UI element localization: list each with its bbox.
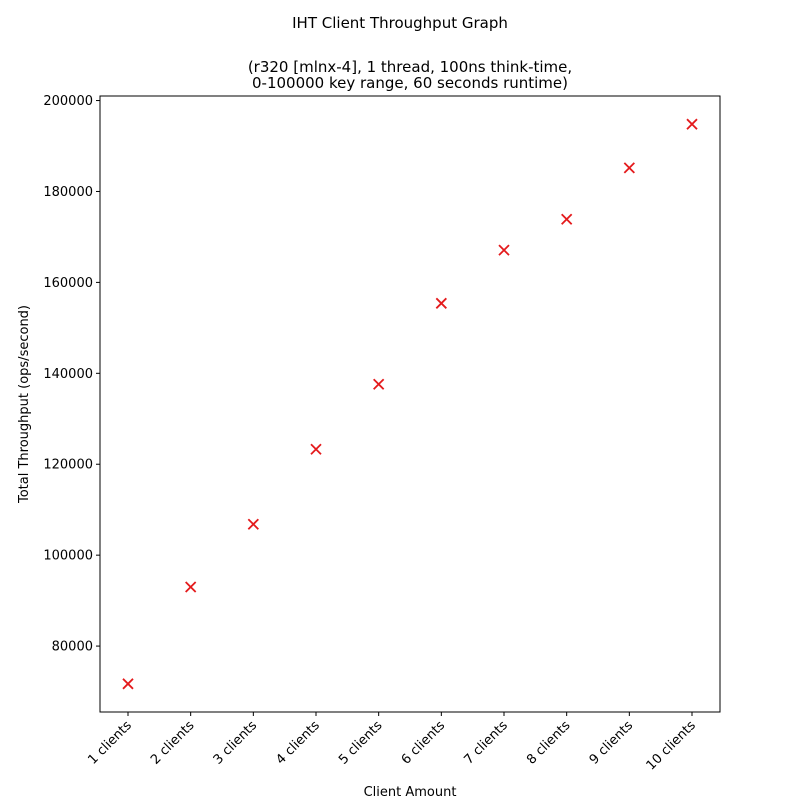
chart-suptitle: IHT Client Throughput Graph <box>292 14 508 32</box>
y-tick-label: 100000 <box>43 549 93 564</box>
data-point <box>122 678 134 690</box>
y-axis-ticks: 80000 100000 120000 140000 160000 180000 20000… <box>43 94 100 655</box>
data-point <box>686 118 698 130</box>
y-tick-label: 160000 <box>43 276 93 291</box>
x-tick-label: 10 clients <box>644 718 699 773</box>
x-axis-label: Client Amount <box>364 785 457 800</box>
data-point <box>623 162 635 174</box>
plot-frame <box>99 95 721 713</box>
x-axis-ticks: 1 clients 2 clients 3 clients 4 clients 5 cl… <box>85 712 699 773</box>
data-point <box>310 443 322 455</box>
x-tick-label: 4 clients <box>273 718 323 768</box>
data-point <box>435 297 447 309</box>
x-tick-label: 3 clients <box>211 718 261 768</box>
x-tick-label: 6 clients <box>399 718 449 768</box>
y-tick-label: 120000 <box>43 458 93 473</box>
chart-title-line-1: (r320 [mlnx-4], 1 thread, 100ns think-ti… <box>248 58 572 76</box>
y-tick-label: 140000 <box>43 367 93 382</box>
data-point <box>247 518 259 530</box>
y-tick-label: 180000 <box>43 185 93 200</box>
data-point <box>498 244 510 256</box>
y-tick-label: 80000 <box>52 640 93 655</box>
data-points <box>122 118 698 690</box>
data-point <box>373 378 385 390</box>
data-point <box>185 581 197 593</box>
x-tick-label: 8 clients <box>524 718 574 768</box>
chart-title-line-2: 0-100000 key range, 60 seconds runtime) <box>252 74 568 92</box>
y-axis-label: Total Throughput (ops/second) <box>17 305 32 504</box>
x-tick-label: 7 clients <box>461 718 511 768</box>
x-tick-label: 9 clients <box>587 718 637 768</box>
data-point <box>561 213 573 225</box>
x-tick-label: 5 clients <box>336 718 386 768</box>
x-tick-label: 1 clients <box>85 718 135 768</box>
y-tick-label: 200000 <box>43 94 93 109</box>
x-tick-label: 2 clients <box>148 718 198 768</box>
